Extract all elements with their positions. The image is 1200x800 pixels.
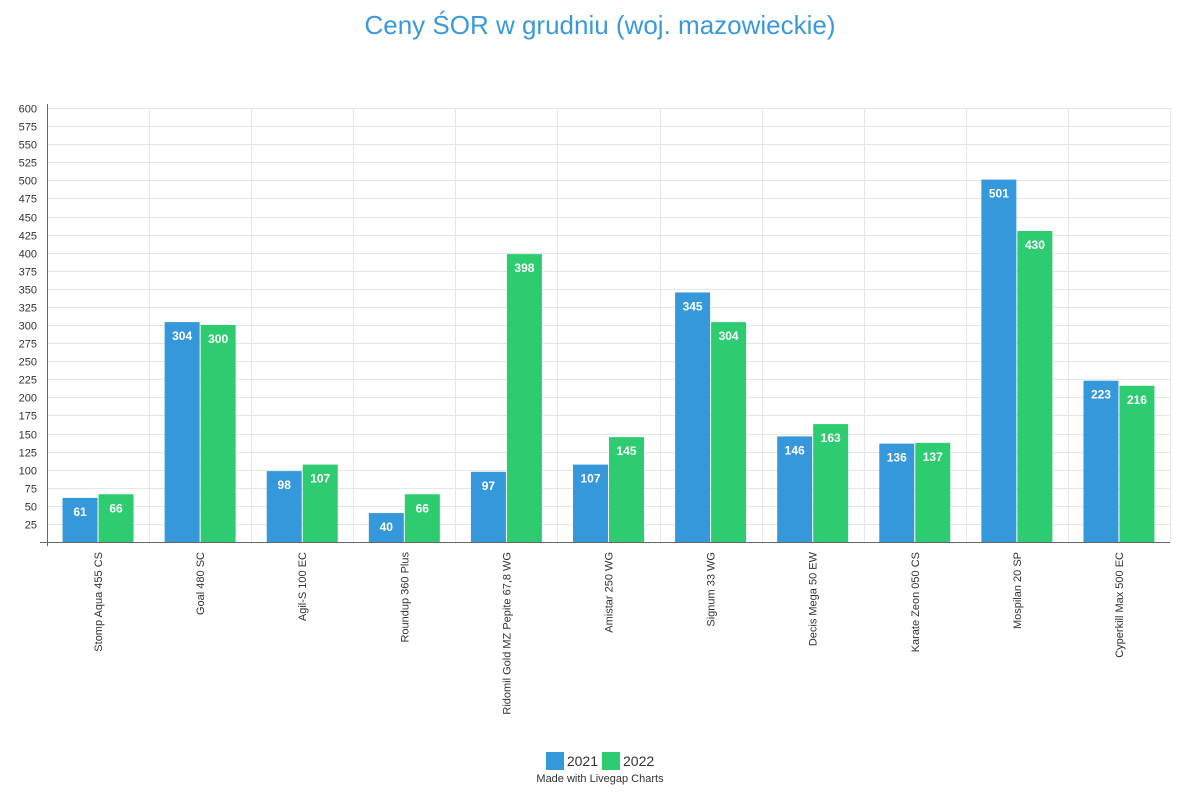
y-tick-label: 425 xyxy=(19,231,37,243)
data-label-2021-0: 61 xyxy=(73,505,87,519)
legend-label: 2021 xyxy=(566,753,598,769)
data-label-2021-7: 146 xyxy=(785,443,805,457)
data-label-2022-1: 300 xyxy=(208,332,228,346)
data-label-2021-8: 136 xyxy=(887,451,907,465)
data-label-2021-6: 345 xyxy=(683,299,703,313)
bar-2021-9 xyxy=(981,179,1017,543)
y-tick-label: 200 xyxy=(19,393,37,405)
y-tick-label: 25 xyxy=(25,520,37,532)
axis-layer: 25 50 75 100 125 150 175 200 225 250 275 300 325 350 3… xyxy=(19,104,1170,715)
data-label-2022-6: 304 xyxy=(719,329,739,343)
y-tick-label: 50 xyxy=(25,502,37,514)
data-label-2022-8: 137 xyxy=(923,450,943,464)
y-tick-label: 100 xyxy=(19,466,37,478)
bar-2021-0 xyxy=(62,497,98,542)
labels-layer: 61 66 304 300 98 107 40 66 97 398 107 145 345 304 146 1… xyxy=(73,187,1147,534)
bar-2022-3 xyxy=(404,494,440,542)
bar-2022-7 xyxy=(813,424,849,542)
data-label-2022-5: 145 xyxy=(616,444,636,458)
bar-2022-4 xyxy=(506,254,542,542)
bar-2022-5 xyxy=(609,437,644,542)
data-label-2022-3: 66 xyxy=(416,501,430,515)
y-tick-label: 225 xyxy=(19,375,37,387)
x-category-label: Agil-S 100 EC xyxy=(297,552,309,621)
bar-2022-9 xyxy=(1017,230,1053,542)
chart-title: Ceny ŚOR w grudniu (woj. mazowieckie) xyxy=(364,10,836,40)
bar-2021-3 xyxy=(368,513,404,542)
bar-2022-8 xyxy=(915,442,951,542)
credit-text: Made with Livegap Charts xyxy=(536,773,664,785)
data-label-2021-10: 223 xyxy=(1091,388,1111,402)
x-category-label: Signum 33 WG xyxy=(706,552,718,627)
data-label-2022-4: 398 xyxy=(514,261,534,275)
y-tick-label: 75 xyxy=(25,484,37,496)
data-label-2021-3: 40 xyxy=(380,520,394,534)
y-tick-label: 325 xyxy=(19,303,37,315)
y-tick-label: 125 xyxy=(19,448,37,460)
data-label-2022-0: 66 xyxy=(109,501,123,515)
data-label-2022-2: 107 xyxy=(310,472,330,486)
y-tick-label: 150 xyxy=(19,430,37,442)
bar-2022-6 xyxy=(711,322,747,542)
legend: 2021 2022 xyxy=(0,752,1200,773)
y-tick-label: 550 xyxy=(19,140,37,152)
data-label-2022-7: 163 xyxy=(821,431,841,445)
y-tick-label: 600 xyxy=(19,104,37,116)
x-category-label: Amistar 250 WG xyxy=(604,552,616,633)
y-tick-label: 475 xyxy=(19,194,37,206)
bar-2021-7 xyxy=(777,436,813,542)
y-tick-label: 275 xyxy=(19,339,37,351)
data-label-2021-5: 107 xyxy=(580,472,600,486)
bar-2021-2 xyxy=(266,471,302,542)
x-category-label: Roundup 360 Plus xyxy=(399,552,411,643)
data-label-2022-10: 216 xyxy=(1127,393,1147,407)
y-tick-label: 375 xyxy=(19,267,37,279)
y-tick-label: 250 xyxy=(19,357,37,369)
y-tick-label: 400 xyxy=(19,249,37,261)
x-category-label: Stomp Aqua 455 CS xyxy=(93,552,105,652)
x-category-label: Ridomil Gold MZ Pepite 67,8 WG xyxy=(501,552,513,715)
x-category-label: Decis Mega 50 EW xyxy=(808,551,820,646)
bar-2021-4 xyxy=(470,471,506,542)
y-tick-label: 350 xyxy=(19,285,37,297)
bar-2022-1 xyxy=(200,325,236,542)
legend-label: 2022 xyxy=(623,753,655,769)
bar-2022-0 xyxy=(98,494,134,542)
data-label-2021-9: 501 xyxy=(989,187,1009,201)
legend-swatch xyxy=(545,752,564,770)
bar-2021-5 xyxy=(573,464,608,542)
bar-2021-6 xyxy=(675,292,711,542)
y-tick-label: 450 xyxy=(19,213,37,225)
bar-2022-2 xyxy=(302,464,338,542)
x-category-label: Mospilan 20 SP xyxy=(1012,552,1024,629)
bar-2021-1 xyxy=(164,322,200,542)
legend-item-2022[interactable]: 2022 xyxy=(602,752,654,770)
data-label-2022-9: 430 xyxy=(1025,238,1045,252)
y-tick-label: 525 xyxy=(19,158,37,170)
x-category-label: Goal 480 SC xyxy=(195,552,207,615)
legend-swatch xyxy=(602,752,620,770)
y-tick-label: 175 xyxy=(19,411,37,423)
data-label-2021-1: 304 xyxy=(172,329,192,343)
bar-2021-8 xyxy=(879,443,915,542)
y-tick-label: 300 xyxy=(19,321,37,333)
x-category-label: Karate Zeon 050 CS xyxy=(910,552,922,652)
y-tick-label: 575 xyxy=(19,122,37,134)
y-tick-label: 500 xyxy=(19,176,37,188)
bar-2021-10 xyxy=(1083,380,1119,542)
bar-2022-10 xyxy=(1119,385,1155,542)
legend-item-2021[interactable]: 2021 xyxy=(545,752,598,770)
data-label-2021-2: 98 xyxy=(278,478,292,492)
bars-layer xyxy=(62,179,1155,543)
x-category-label: Cyperkill Max 500 EC xyxy=(1114,552,1126,658)
data-label-2021-4: 97 xyxy=(482,479,496,493)
